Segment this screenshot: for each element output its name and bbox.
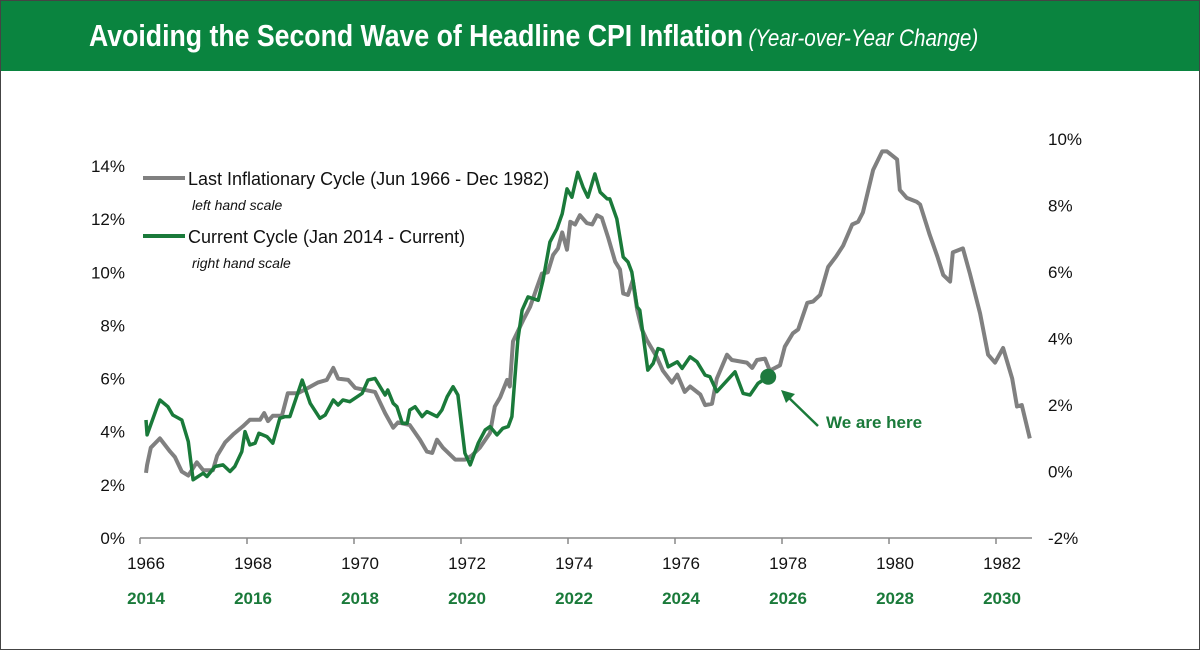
annotation-text: We are here bbox=[826, 413, 922, 432]
left-axis-tick-label: 4% bbox=[100, 423, 125, 442]
right-axis-tick-label: -2% bbox=[1048, 529, 1078, 548]
right-axis-tick-label: 6% bbox=[1048, 263, 1073, 282]
left-axis-tick-label: 0% bbox=[100, 529, 125, 548]
x-axis-tick-label-current-cycle: 2026 bbox=[769, 589, 807, 608]
x-axis-tick-label-current-cycle: 2018 bbox=[341, 589, 379, 608]
right-axis-tick-label: 8% bbox=[1048, 197, 1073, 216]
chart-title: Avoiding the Second Wave of Headline CPI… bbox=[89, 18, 978, 54]
x-axis-tick-label-last-cycle: 1970 bbox=[341, 554, 379, 573]
right-axis-tick-label: 10% bbox=[1048, 130, 1082, 149]
legend-label-last-cycle: Last Inflationary Cycle (Jun 1966 - Dec … bbox=[188, 169, 549, 189]
x-axis-tick-label-last-cycle: 1976 bbox=[662, 554, 700, 573]
x-axis-tick-label-current-cycle: 2022 bbox=[555, 589, 593, 608]
x-axis-tick-label-current-cycle: 2030 bbox=[983, 589, 1021, 608]
left-axis-tick-label: 8% bbox=[100, 316, 125, 335]
we-are-here-annotation: We are here bbox=[781, 390, 922, 432]
right-axis-tick-label: 2% bbox=[1048, 396, 1073, 415]
x-axis-tick-label-last-cycle: 1966 bbox=[127, 554, 165, 573]
x-axis-tick-label-last-cycle: 1974 bbox=[555, 554, 593, 573]
right-axis-tick-label: 0% bbox=[1048, 463, 1073, 482]
left-axis-tick-label: 6% bbox=[100, 370, 125, 389]
x-axis-tick-label-last-cycle: 1968 bbox=[234, 554, 272, 573]
x-axis-tick-label-current-cycle: 2014 bbox=[127, 589, 165, 608]
series-line-current-cycle bbox=[144, 170, 770, 482]
left-axis-tick-label: 2% bbox=[100, 476, 125, 495]
left-axis-tick-label: 14% bbox=[91, 157, 125, 176]
x-axis-tick-label-current-cycle: 2020 bbox=[448, 589, 486, 608]
right-axis-tick-label: 4% bbox=[1048, 330, 1073, 349]
left-axis-tick-label: 12% bbox=[91, 210, 125, 229]
series-line-last-cycle bbox=[144, 149, 1032, 478]
x-axis-tick-label-last-cycle: 1978 bbox=[769, 554, 807, 573]
legend: Last Inflationary Cycle (Jun 1966 - Dec … bbox=[143, 169, 549, 271]
chart-title-sub: (Year-over-Year Change) bbox=[748, 25, 979, 52]
series-lines bbox=[144, 149, 1032, 482]
legend-note-current-cycle: right hand scale bbox=[192, 255, 291, 271]
x-axis-tick-label-current-cycle: 2024 bbox=[662, 589, 700, 608]
title-bar: Avoiding the Second Wave of Headline CPI… bbox=[1, 1, 1199, 71]
x-axis-tick-label-last-cycle: 1982 bbox=[983, 554, 1021, 573]
legend-label-current-cycle: Current Cycle (Jan 2014 - Current) bbox=[188, 227, 465, 247]
x-axis-tick-label-last-cycle: 1972 bbox=[448, 554, 486, 573]
annotation-arrow-shaft bbox=[785, 394, 819, 427]
x-axis-tick-label-current-cycle: 2016 bbox=[234, 589, 272, 608]
annotation-arrow-head-icon bbox=[781, 390, 795, 403]
x-axis-tick-label-last-cycle: 1980 bbox=[876, 554, 914, 573]
legend-note-last-cycle: left hand scale bbox=[192, 197, 282, 213]
left-axis-tick-label: 10% bbox=[91, 263, 125, 282]
axes: 0% 2% 4% 6% 8% 10% 12% 14% -2% 0% 2% 4% 6% 8% 10% 1966 2… bbox=[91, 130, 1082, 608]
current-point-marker bbox=[760, 368, 777, 385]
chart-title-main: Avoiding the Second Wave of Headline CPI… bbox=[89, 18, 744, 53]
x-axis-tick-label-current-cycle: 2028 bbox=[876, 589, 914, 608]
